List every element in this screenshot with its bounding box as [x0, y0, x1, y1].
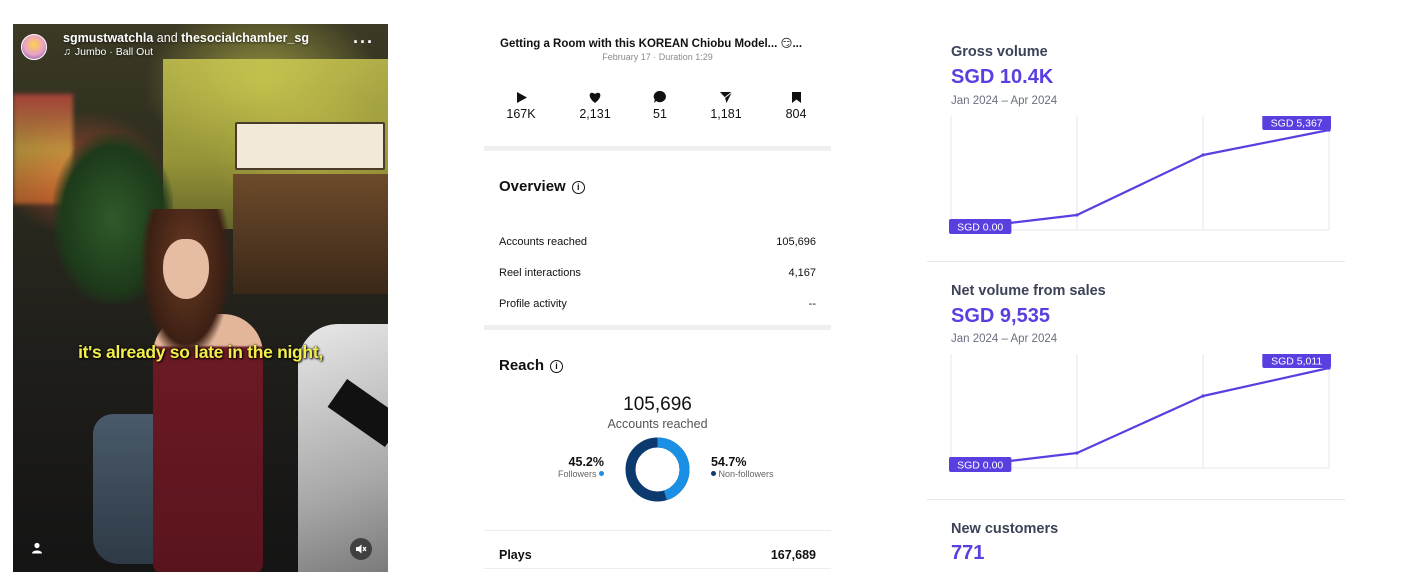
- chart-end-badge-bg: [1262, 116, 1331, 130]
- nonfollowers-label: Non-followers: [718, 469, 774, 479]
- divider: [484, 530, 831, 531]
- overview-row-value: 105,696: [776, 236, 816, 248]
- reel-user-primary[interactable]: sgmustwatchla: [63, 31, 154, 45]
- stat-saves[interactable]: 804: [766, 88, 826, 121]
- chart-end-badge: SGD 5,011: [1271, 356, 1322, 368]
- chart-end-badge: SGD 5,367: [1271, 118, 1323, 130]
- overview-row-value: --: [808, 298, 816, 310]
- reach-title-text: Reach: [499, 357, 545, 374]
- video-scene-person-face: [163, 239, 209, 299]
- stat-comments[interactable]: 51: [630, 88, 690, 121]
- video-scene-car: [298, 324, 388, 572]
- chart-point: [1075, 451, 1079, 455]
- metric-gross-volume[interactable]: Gross volume SGD 10.4K Jan 2024 – Apr 20…: [927, 24, 1345, 262]
- reel-insights-panel: Getting a Room with this KOREAN Chiobu M…: [484, 24, 831, 584]
- reel-header: sgmustwatchla and thesocialchamber_sg ♫ J…: [19, 30, 382, 60]
- followers-stat: 45.2% Followers: [548, 455, 604, 479]
- plays-label: Plays: [499, 548, 532, 562]
- metric-value: SGD 9,535: [951, 305, 1050, 327]
- info-icon[interactable]: i: [571, 181, 585, 194]
- stat-shares[interactable]: 1,181: [696, 88, 756, 121]
- video-scene-shop-window: [233, 174, 388, 294]
- more-icon[interactable]: ···: [353, 32, 374, 52]
- metric-range: Jan 2024 – Apr 2024: [951, 333, 1058, 345]
- metric-label: Gross volume: [951, 44, 1048, 60]
- followers-label: Followers: [557, 469, 597, 479]
- overview-title-text: Overview: [499, 178, 566, 195]
- chart-end-badge-bg: [1262, 354, 1331, 368]
- divider: [484, 568, 831, 569]
- chart-point: [1201, 394, 1205, 398]
- metric-line-chart: SGD 0.00 SGD 5,367: [949, 116, 1331, 234]
- stat-plays-value: 167K: [506, 107, 536, 121]
- overview-row-label: Profile activity: [499, 298, 567, 310]
- engagement-stats: 167K 2,131 51 1,181 804: [484, 88, 831, 132]
- metric-label: New customers: [951, 521, 1059, 537]
- chart-start-badge-bg: [949, 219, 1012, 234]
- chart-point: [1201, 153, 1205, 157]
- mute-icon[interactable]: [350, 538, 372, 560]
- avatar[interactable]: [21, 34, 47, 60]
- reel-user-secondary[interactable]: thesocialchamber_sg: [181, 31, 309, 45]
- reel-music-label: Jumbo · Ball Out: [74, 46, 154, 58]
- stat-plays[interactable]: 167K: [491, 88, 551, 121]
- section-divider: [484, 146, 831, 151]
- metric-range: Jan 2024 – Apr 2024: [951, 95, 1058, 107]
- nonfollowers-dot: [711, 471, 716, 476]
- reach-donut-chart: [625, 437, 690, 502]
- reel-caption: it's already so late in the night,: [78, 342, 323, 362]
- stat-comments-value: 51: [653, 107, 667, 121]
- comment-icon: [630, 88, 690, 106]
- reel-video[interactable]: sgmustwatchla and thesocialchamber_sg ♫ J…: [13, 24, 388, 572]
- reel-music[interactable]: ♫ Jumbo · Ball Out: [63, 46, 153, 58]
- stat-likes[interactable]: 2,131: [565, 88, 625, 121]
- section-divider: [484, 325, 831, 330]
- play-icon: [491, 88, 551, 106]
- divider: [927, 499, 1345, 500]
- reach-total-label: Accounts reached: [607, 417, 708, 431]
- reel-title: Getting a Room with this KOREAN Chiobu M…: [500, 38, 803, 50]
- nonfollowers-stat: 54.7% Non-followers: [711, 455, 801, 479]
- donut-followers-arc: [625, 437, 690, 502]
- reach-total: 105,696: [623, 394, 692, 415]
- stat-shares-value: 1,181: [710, 107, 742, 121]
- metric-new-customers[interactable]: New customers 771: [927, 500, 1345, 584]
- metric-value: SGD 10.4K: [951, 66, 1054, 88]
- music-note-icon: ♫: [63, 46, 71, 58]
- plays-value: 167,689: [770, 548, 816, 562]
- chart-start-badge: SGD 0.00: [957, 460, 1003, 472]
- chart-series-line: [950, 366, 1330, 470]
- sales-metrics-panel: Gross volume SGD 10.4K Jan 2024 – Apr 20…: [927, 24, 1345, 584]
- chart-point: [1075, 213, 1079, 217]
- info-icon[interactable]: i: [550, 360, 564, 373]
- stat-saves-value: 804: [785, 107, 807, 121]
- chart-start-badge: SGD 0.00: [957, 222, 1003, 234]
- bookmark-icon: [766, 88, 826, 106]
- chart-start-badge-bg: [949, 457, 1012, 472]
- overview-row-label: Reel interactions: [499, 267, 581, 279]
- metric-net-volume[interactable]: Net volume from sales SGD 9,535 Jan 2024…: [927, 262, 1345, 500]
- metric-label: Net volume from sales: [951, 283, 1106, 299]
- reach-title: Reach i: [499, 357, 564, 374]
- overview-row-value: 4,167: [788, 267, 816, 279]
- followers-dot: [599, 471, 604, 476]
- overview-row-label: Accounts reached: [499, 236, 588, 248]
- nonfollowers-pct: 54.7%: [711, 455, 747, 469]
- heart-icon: [565, 88, 625, 106]
- share-icon: [696, 88, 756, 106]
- chart-series-line: [950, 128, 1330, 232]
- reel-usernames[interactable]: sgmustwatchla and thesocialchamber_sg: [63, 31, 309, 45]
- reel-subtitle: February 17 · Duration 1:29: [602, 52, 713, 62]
- metric-value: 771: [951, 542, 985, 564]
- video-scene-shop-sign: [235, 122, 385, 170]
- followers-pct: 45.2%: [568, 455, 604, 469]
- divider: [927, 261, 1345, 262]
- metric-line-chart: SGD 0.00 SGD 5,011: [949, 354, 1331, 472]
- user-tag-icon[interactable]: [31, 542, 47, 558]
- stat-likes-value: 2,131: [579, 107, 611, 121]
- reel-user-joiner: and: [156, 31, 178, 45]
- overview-title: Overview i: [499, 178, 585, 195]
